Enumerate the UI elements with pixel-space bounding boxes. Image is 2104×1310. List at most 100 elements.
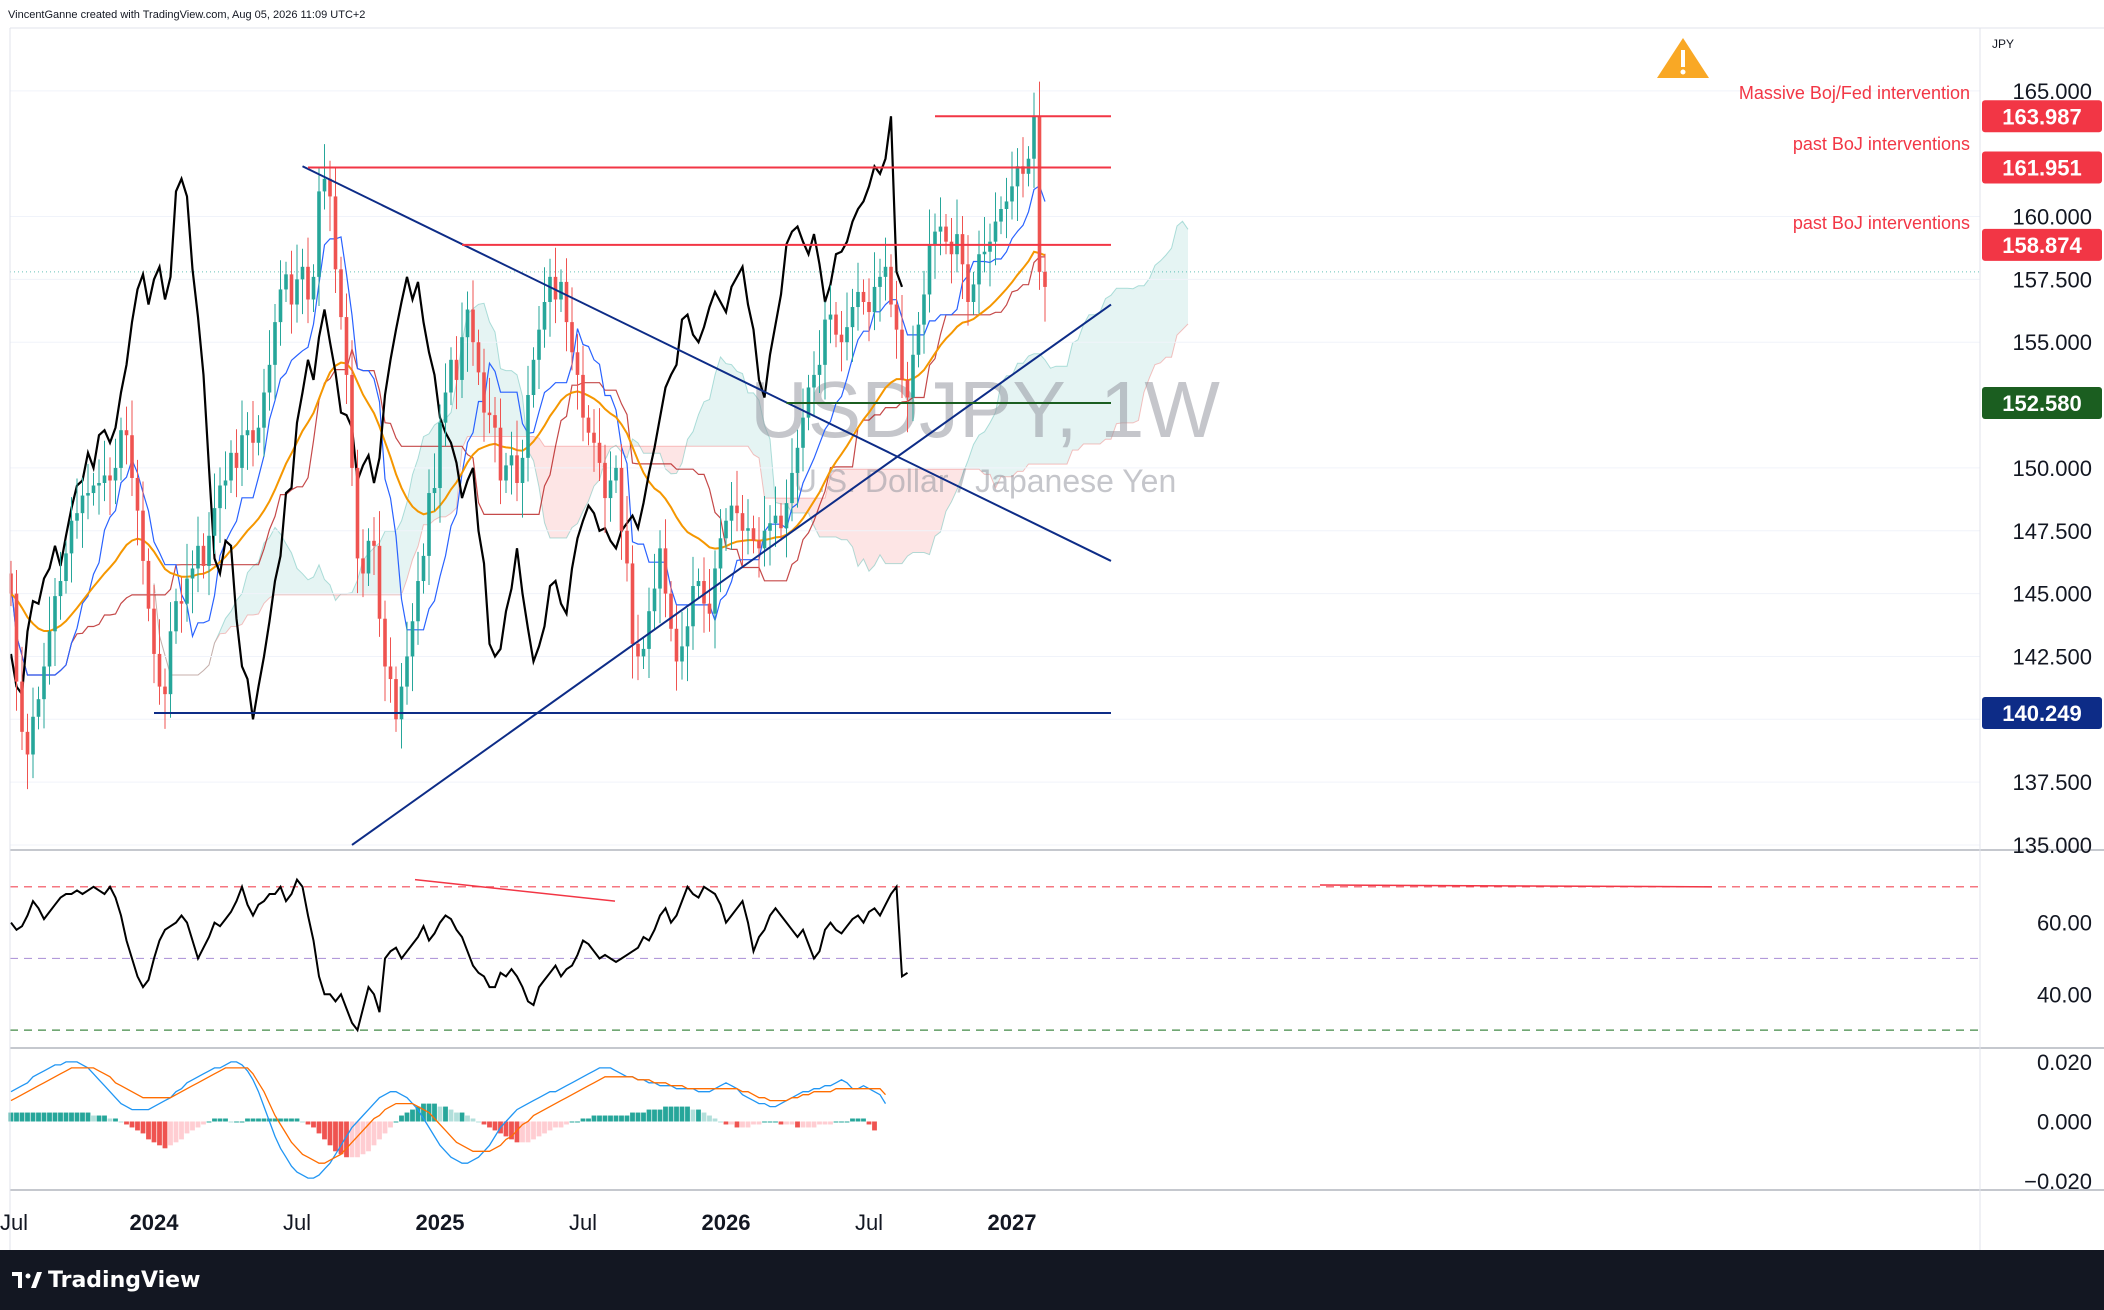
- macd-histogram-bar: [118, 1121, 124, 1123]
- price-tick-label: 135.000: [2012, 833, 2092, 858]
- trend-line[interactable]: [302, 165, 1112, 562]
- time-tick-label: 2024: [130, 1210, 180, 1235]
- candle-body: [586, 417, 591, 433]
- macd-histogram-bar: [102, 1115, 107, 1122]
- cloud-segment: [214, 631, 220, 644]
- macd-histogram-bar: [789, 1121, 795, 1125]
- macd-histogram-bar: [855, 1118, 861, 1122]
- cloud-segment: [1160, 255, 1166, 363]
- annotation-massive-intervention: Massive Boj/Fed intervention: [1739, 83, 1970, 103]
- candle-body: [64, 553, 68, 582]
- cloud-segment: [1034, 353, 1040, 465]
- time-axis[interactable]: Jul 2024 Jul 2025 Jul 2026 Jul 2027: [0, 1210, 1036, 1235]
- macd-histogram-bar: [58, 1112, 63, 1122]
- candle-body: [394, 679, 398, 720]
- cloud-segment: [1017, 363, 1023, 472]
- price-label-text: 140.249: [2002, 701, 2082, 726]
- candle-body: [597, 442, 602, 463]
- macd-histogram-bar: [129, 1121, 135, 1128]
- cloud-segment: [698, 401, 704, 447]
- cloud-segment: [1177, 221, 1183, 336]
- candle-body: [498, 427, 503, 481]
- cloud-segment: [632, 438, 638, 447]
- cloud-segment: [1133, 285, 1139, 423]
- candle-body: [977, 254, 981, 285]
- price-tick-label: 157.500: [2012, 267, 2092, 292]
- candle-body: [548, 276, 552, 302]
- candle-body: [878, 276, 882, 287]
- candle-body: [834, 314, 838, 335]
- macd-histogram-bar: [641, 1112, 646, 1122]
- cloud-segment: [533, 436, 539, 487]
- cloud-segment: [385, 531, 391, 595]
- candle-body: [608, 480, 613, 499]
- candle-body: [124, 430, 129, 436]
- candle-body: [212, 508, 217, 536]
- macd-histogram-bar: [14, 1112, 19, 1122]
- candle-body: [575, 352, 580, 375]
- candle-body: [861, 291, 866, 302]
- cloud-segment: [1072, 339, 1078, 451]
- candle-body: [889, 266, 893, 305]
- cloud-segment: [902, 469, 908, 564]
- price-tick-label: 147.500: [2012, 519, 2092, 544]
- candle-body: [784, 503, 789, 529]
- macd-histogram-bar: [179, 1121, 184, 1140]
- candle-body: [245, 430, 250, 436]
- cloud-segment: [907, 469, 913, 557]
- cloud-segment: [313, 564, 319, 595]
- cloud-segment: [225, 611, 231, 634]
- cloud-segment: [863, 469, 869, 572]
- tradingview-logo[interactable]: TradingView: [12, 1268, 200, 1293]
- candle-body: [938, 226, 943, 232]
- candle-body: [31, 716, 35, 755]
- macd-histogram-bar: [509, 1121, 514, 1140]
- macd-histogram-bar: [454, 1112, 459, 1122]
- macd-histogram-bar: [569, 1121, 575, 1123]
- candle-body: [328, 178, 332, 197]
- cloud-segment: [731, 364, 737, 447]
- cloud-segment: [1045, 359, 1051, 465]
- cloud-segment: [616, 445, 622, 453]
- macd-histogram-bar: [542, 1121, 547, 1134]
- candle-body: [36, 699, 41, 717]
- macd-histogram-bar: [432, 1103, 437, 1122]
- candle-body: [663, 548, 668, 594]
- macd-histogram-bar: [140, 1121, 146, 1134]
- candle-body: [350, 374, 354, 468]
- candle-body: [740, 513, 745, 531]
- macd-histogram-bar: [184, 1121, 190, 1134]
- cloud-segment: [1083, 314, 1089, 444]
- macd-histogram-bar: [564, 1121, 569, 1125]
- macd-histogram-bar: [806, 1121, 811, 1128]
- header-caption: VincentGanne created with TradingView.co…: [8, 9, 365, 21]
- candle-body: [779, 515, 783, 529]
- macd-histogram-bar: [817, 1121, 822, 1125]
- candle-body: [927, 244, 932, 295]
- price-label-box: [1982, 100, 2102, 133]
- macd-histogram-bar: [107, 1118, 113, 1122]
- macd-histogram-bar: [250, 1118, 256, 1122]
- macd-histogram-bar: [624, 1115, 630, 1122]
- candle-body: [751, 528, 756, 541]
- rsi-divergence-line[interactable]: [414, 878, 616, 902]
- cloud-segment: [588, 446, 594, 502]
- macd-histogram-bar: [415, 1106, 421, 1122]
- candle-body: [372, 540, 376, 546]
- price-label-box: [1982, 697, 2102, 730]
- macd-histogram-bar: [388, 1121, 393, 1128]
- candle-body: [718, 538, 723, 569]
- candlestick-series: [9, 81, 1047, 790]
- cloud-segment: [247, 566, 253, 615]
- macd-histogram-bar: [778, 1121, 784, 1125]
- macd-histogram-bar: [734, 1121, 740, 1128]
- trend-line[interactable]: [351, 303, 1112, 846]
- macd-histogram-bar: [85, 1112, 91, 1122]
- rsi-resistance-line[interactable]: [1319, 884, 1713, 888]
- cloud-segment: [1149, 265, 1155, 378]
- candle-body: [289, 274, 294, 305]
- cloud-segment: [544, 446, 550, 538]
- kijun-line: [10, 256, 1045, 676]
- candle-body: [559, 281, 563, 300]
- macd-histogram-bar: [674, 1106, 679, 1122]
